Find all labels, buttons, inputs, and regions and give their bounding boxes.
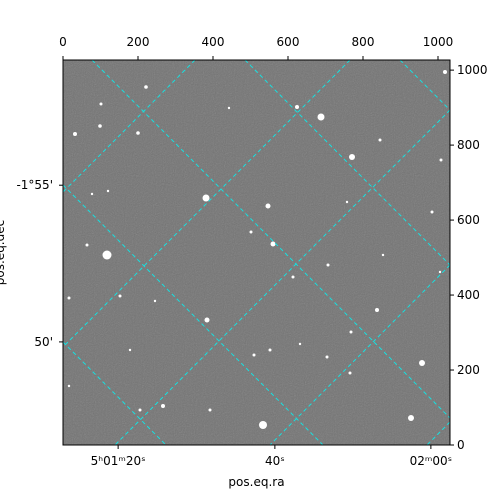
x-axis-label: pos.eq.ra [228, 475, 284, 489]
right-tick-label: 1000 [457, 63, 488, 77]
plot-frame [62, 59, 451, 446]
dec-tick-label: -1°55' [16, 178, 53, 192]
right-tick-label: 400 [457, 288, 480, 302]
stars [67, 70, 447, 429]
top-tick-label: 800 [352, 35, 375, 49]
top-tick-label: 200 [127, 35, 150, 49]
right-tick-label: 600 [457, 213, 480, 227]
dec-tick-label: 50' [34, 335, 53, 349]
ra-tick-label: 5ʰ01ᵐ20ˢ [91, 454, 146, 468]
right-tick-label: 200 [457, 363, 480, 377]
ra-tick-label: 40ˢ [265, 454, 285, 468]
right-tick-label: 0 [457, 438, 465, 452]
top-tick-label: 600 [277, 35, 300, 49]
sky-image [63, 60, 450, 445]
right-tick-label: 800 [457, 138, 480, 152]
top-tick-label: 400 [202, 35, 225, 49]
top-tick-label: 0 [59, 35, 67, 49]
ra-tick-label: 02ᵐ00ˢ [410, 454, 453, 468]
coordinate-grid [63, 60, 450, 445]
top-tick-label: 1000 [423, 35, 454, 49]
y-axis-label: pos.eq.dec [0, 220, 7, 285]
